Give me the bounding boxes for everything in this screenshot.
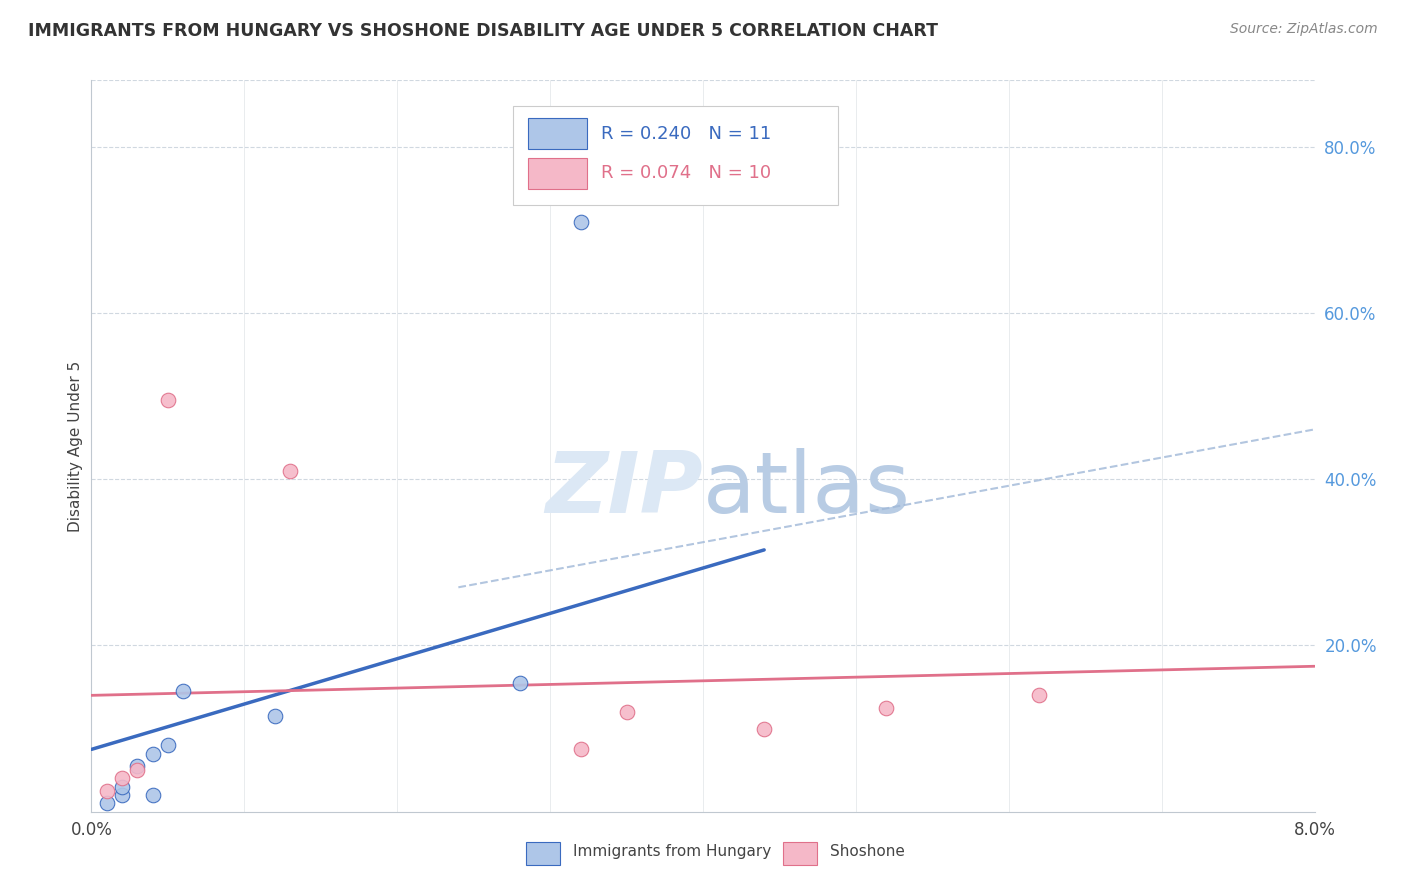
Point [278,464,301,478]
Text: R = 0.240   N = 11: R = 0.240 N = 11 [602,125,772,143]
Point [754,722,776,736]
Point [569,742,592,756]
FancyBboxPatch shape [783,842,817,865]
Point [1028,689,1050,703]
Y-axis label: Disability Age Under 5: Disability Age Under 5 [67,360,83,532]
Point [127,763,149,777]
Text: Source: ZipAtlas.com: Source: ZipAtlas.com [1230,22,1378,37]
Text: atlas: atlas [703,449,911,532]
Point [264,709,287,723]
Point [96,784,118,798]
Point [141,747,163,761]
FancyBboxPatch shape [529,158,586,188]
Point [127,759,149,773]
FancyBboxPatch shape [529,119,586,149]
Point [875,701,897,715]
Point [156,738,179,752]
Point [569,214,592,228]
Text: Shoshone: Shoshone [830,845,905,860]
Text: Immigrants from Hungary: Immigrants from Hungary [574,845,772,860]
Point [509,676,531,690]
Point [96,797,118,811]
FancyBboxPatch shape [526,842,560,865]
Point [111,788,134,802]
Point [156,393,179,408]
Point [616,705,638,719]
Text: R = 0.074   N = 10: R = 0.074 N = 10 [602,164,772,182]
Text: ZIP: ZIP [546,449,703,532]
Text: IMMIGRANTS FROM HUNGARY VS SHOSHONE DISABILITY AGE UNDER 5 CORRELATION CHART: IMMIGRANTS FROM HUNGARY VS SHOSHONE DISA… [28,22,938,40]
Point [141,788,163,802]
Point [172,684,194,698]
FancyBboxPatch shape [513,106,838,204]
Point [111,772,134,786]
Point [111,780,134,794]
